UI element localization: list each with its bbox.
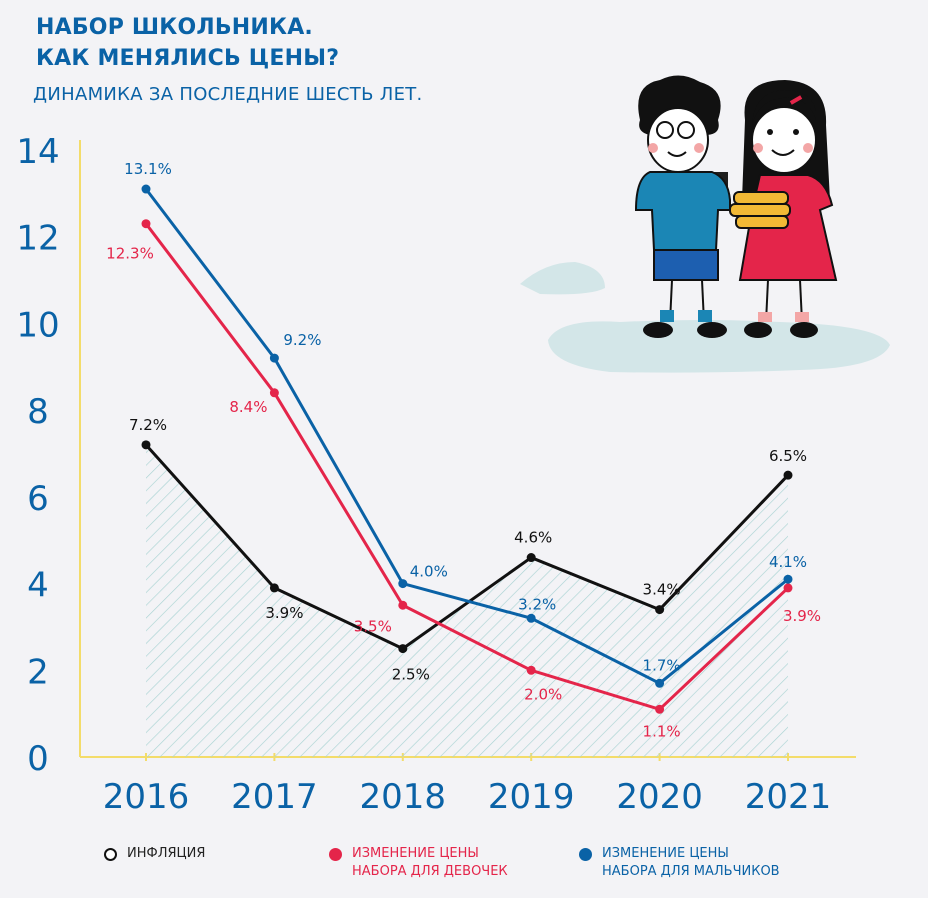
boys-point <box>783 574 793 584</box>
legend-marker-inflation <box>104 848 117 861</box>
girls-point <box>655 704 665 714</box>
inflation-point <box>783 470 793 480</box>
boys-point <box>269 353 279 363</box>
boys-point <box>526 613 536 623</box>
legend-item-boys: ИЗМЕНЕНИЕ ЦЕНЫ НАБОРА ДЛЯ МАЛЬЧИКОВ <box>579 845 780 881</box>
inflation-point <box>526 553 536 563</box>
x-tick-label: 2019 <box>488 777 575 817</box>
boys-point <box>398 579 408 589</box>
y-tick-label: 2 <box>27 652 49 692</box>
legend-label: НАБОРА ДЛЯ ДЕВОЧЕК <box>352 864 508 879</box>
x-tick-label: 2021 <box>745 777 832 817</box>
y-tick-label: 14 <box>16 132 59 172</box>
girl-figure <box>729 80 838 338</box>
girls-point <box>398 600 408 610</box>
girls-data-label: 3.5% <box>354 617 392 635</box>
y-tick-label: 12 <box>16 219 59 259</box>
x-tick-label: 2017 <box>231 777 318 817</box>
boys-line <box>144 188 789 685</box>
inflation-data-label: 2.5% <box>392 666 430 684</box>
legend-item-inflation: ИНФЛЯЦИЯ <box>104 845 205 863</box>
girls-data-label: 1.1% <box>643 722 681 740</box>
y-tick-label: 0 <box>27 739 49 779</box>
inflation-area-fill <box>146 444 788 757</box>
girls-data-label: 2.0% <box>524 685 562 703</box>
y-tick-label: 10 <box>16 305 59 345</box>
kids-illustration <box>520 75 890 373</box>
title-line-1: НАБОР ШКОЛЬНИКА. <box>36 15 313 40</box>
inflation-data-label: 3.4% <box>643 581 681 599</box>
legend-marker-girls <box>329 848 342 861</box>
girls-point <box>526 665 536 675</box>
boy-figure <box>634 75 731 338</box>
boys-data-label: 9.2% <box>283 331 321 349</box>
y-tick-label: 4 <box>27 566 49 606</box>
chart-subtitle: ДИНАМИКА ЗА ПОСЛЕДНИЕ ШЕСТЬ ЛЕТ. <box>33 84 423 105</box>
inflation-point <box>655 605 665 615</box>
y-tick-label: 6 <box>27 479 49 519</box>
girls-data-label: 12.3% <box>106 245 154 263</box>
small-cloud-shape <box>520 262 605 295</box>
inflation-data-label: 6.5% <box>769 447 807 465</box>
girls-point <box>141 219 151 229</box>
boys-data-label: 4.0% <box>410 563 448 581</box>
legend-label: ИЗМЕНЕНИЕ ЦЕНЫ <box>602 846 729 861</box>
inflation-point <box>141 440 151 450</box>
x-tick-label: 2016 <box>103 777 190 817</box>
boys-point <box>655 678 665 688</box>
girls-point <box>783 583 793 593</box>
x-tick-label: 2018 <box>360 777 447 817</box>
inflation-line <box>144 443 790 651</box>
legend-label: НАБОРА ДЛЯ МАЛЬЧИКОВ <box>602 864 780 879</box>
girls-data-label: 3.9% <box>783 607 821 625</box>
boys-data-label: 13.1% <box>124 160 172 178</box>
girls-data-label: 8.4% <box>229 398 267 416</box>
inflation-point <box>269 583 279 593</box>
legend-label: ИЗМЕНЕНИЕ ЦЕНЫ <box>352 846 479 861</box>
girls-point <box>269 388 279 398</box>
boys-data-label: 4.1% <box>769 553 807 571</box>
y-tick-label: 8 <box>27 392 49 432</box>
x-tick-label: 2020 <box>616 777 703 817</box>
legend-label: ИНФЛЯЦИЯ <box>127 846 206 861</box>
inflation-data-label: 7.2% <box>129 416 167 434</box>
legend-item-girls: ИЗМЕНЕНИЕ ЦЕНЫ НАБОРА ДЛЯ ДЕВОЧЕК <box>329 845 508 881</box>
boys-point <box>141 184 151 194</box>
legend-marker-boys <box>579 848 592 861</box>
boys-data-label: 3.2% <box>518 595 556 613</box>
boys-data-label: 1.7% <box>643 656 681 674</box>
inflation-data-label: 4.6% <box>514 529 552 547</box>
title-line-2: КАК МЕНЯЛИСЬ ЦЕНЫ? <box>36 46 340 71</box>
girls-line <box>144 222 790 711</box>
chart-title: НАБОР ШКОЛЬНИКА. КАК МЕНЯЛИСЬ ЦЕНЫ? <box>36 12 339 74</box>
inflation-point <box>398 644 408 654</box>
inflation-data-label: 3.9% <box>265 604 303 622</box>
